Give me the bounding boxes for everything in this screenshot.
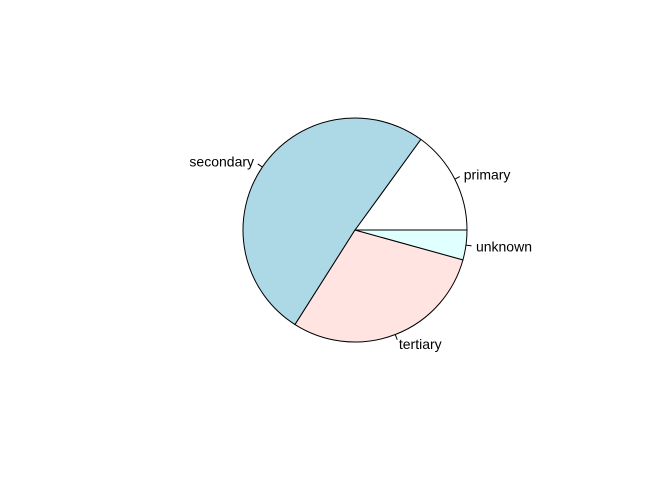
labels-layer: primary secondary tertiary unknown [189,153,532,352]
label-tick-primary [454,176,461,180]
pie-slice-unknown [354,229,468,261]
pie-slice-secondary [242,117,422,326]
slice-label-secondary: secondary [189,153,254,169]
label-tick-tertiary [394,334,398,340]
slice-label-primary: primary [464,167,511,183]
label-tick-secondary [257,163,263,168]
slice-label-tertiary: tertiary [399,336,442,352]
slices-layer [242,117,468,343]
label-tick-unknown [465,244,472,247]
slice-label-unknown: unknown [476,238,532,254]
